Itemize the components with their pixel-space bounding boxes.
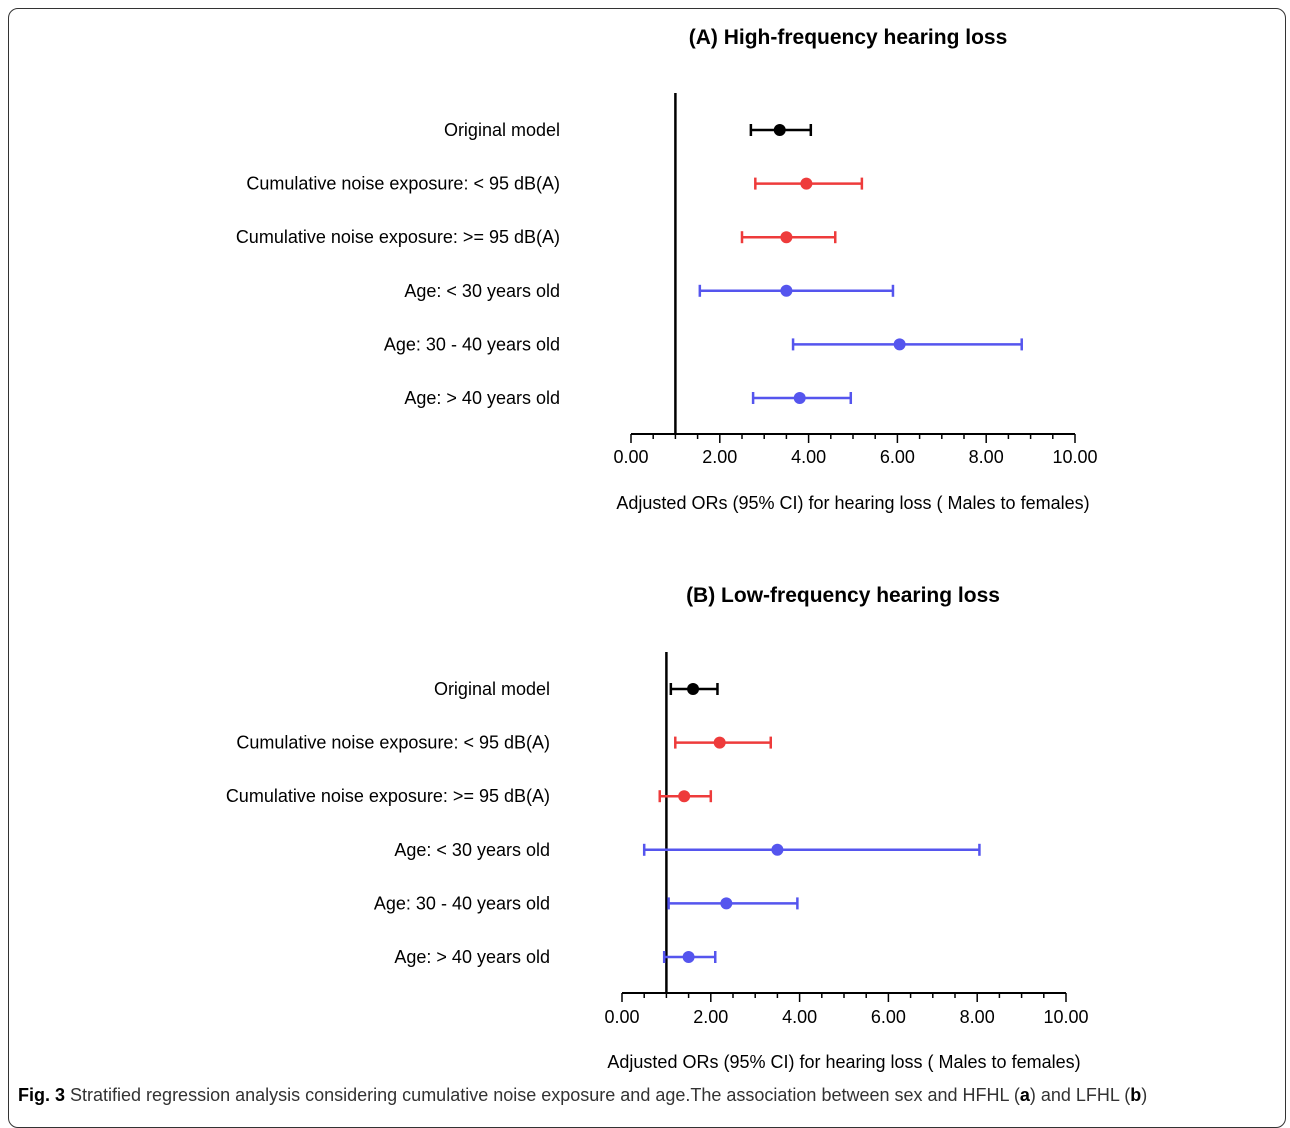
figure-caption: Fig. 3 Stratified regression analysis co… [18,1085,1278,1106]
x-tick-label: 2.00 [693,1007,728,1027]
row-label: Original model [444,120,560,140]
x-axis-label: Adjusted ORs (95% CI) for hearing loss (… [607,1052,1080,1072]
forest-panel-a: (A) High-frequency hearing loss 0.00 2.00 4… [236,26,1098,513]
or-point [682,951,695,963]
or-point [780,284,793,297]
or-point [893,338,906,351]
row-label: Age: 30 - 40 years old [384,334,560,354]
forest-panel-b: (B) Low-frequency hearing loss 0.00 2.00 4.… [226,584,1089,1072]
row-label: Cumulative noise exposure: < 95 dB(A) [246,174,560,194]
x-tick-label: 8.00 [960,1007,995,1027]
x-tick-label: 4.00 [791,447,826,467]
chart-title: (B) Low-frequency hearing loss [686,584,1000,607]
caption-b: b [1130,1085,1142,1105]
chart-title: (A) High-frequency hearing loss [689,26,1008,49]
or-point [780,231,793,244]
x-tick-label: 0.00 [613,447,648,467]
or-point [773,124,786,136]
row-label: Original model [434,679,550,699]
x-axis-label: Adjusted ORs (95% CI) for hearing loss (… [616,493,1089,513]
row-label: Age: > 40 years old [404,388,560,408]
x-tick-label: 6.00 [880,447,915,467]
forest-plot-figure: (A) High-frequency hearing loss 0.00 2.00 4… [226,26,1098,1072]
row-label: Age: > 40 years old [394,947,550,967]
x-tick-label: 6.00 [871,1007,906,1027]
x-tick-label: 10.00 [1052,447,1097,467]
row-label: Cumulative noise exposure: >= 95 dB(A) [236,227,560,247]
row-label: Age: 30 - 40 years old [374,893,550,913]
caption-text-1: Stratified regression analysis consideri… [65,1085,1020,1105]
or-point [678,790,691,803]
x-tick-label: 4.00 [782,1007,817,1027]
row-label: Cumulative noise exposure: < 95 dB(A) [236,733,550,753]
row-label: Age: < 30 years old [404,281,560,301]
or-point [771,843,784,856]
or-point [800,177,813,190]
caption-text-2: ) and LFHL ( [1029,1085,1131,1105]
caption-a: a [1019,1085,1030,1105]
x-tick-label: 10.00 [1043,1007,1088,1027]
or-point [720,897,733,910]
x-tick-label: 2.00 [702,447,737,467]
x-tick-label: 0.00 [604,1007,639,1027]
x-tick-label: 8.00 [969,447,1004,467]
row-label: Age: < 30 years old [394,840,550,860]
or-point [793,392,806,404]
or-point [713,736,726,749]
caption-text-3: ) [1141,1085,1148,1105]
or-point [687,683,700,695]
caption-fig-label: Fig. 3 [18,1085,66,1105]
row-label: Cumulative noise exposure: >= 95 dB(A) [226,786,550,806]
